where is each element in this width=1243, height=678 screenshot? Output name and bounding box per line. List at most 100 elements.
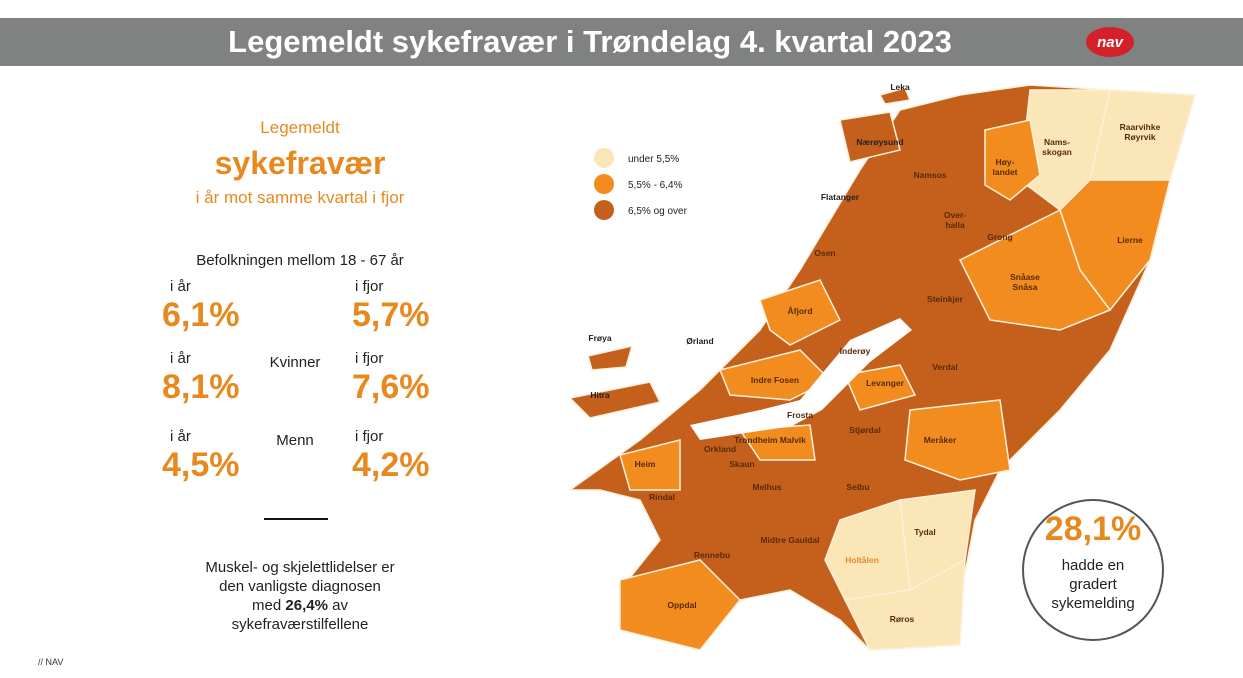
callout-circle (1022, 499, 1164, 641)
map-label: Åfjord (787, 306, 812, 316)
note-bold: 26,4% (285, 597, 328, 614)
region (759, 279, 842, 346)
this-year-label: i år (170, 350, 191, 367)
map-label: Rennebu (694, 550, 730, 560)
summary-heading: sykefravær (214, 145, 386, 181)
this-year: 4,5% (162, 446, 240, 484)
map-label: Røyrvik (1124, 132, 1155, 142)
map-label: Meråker (924, 435, 957, 445)
map-label: skogan (1042, 147, 1072, 157)
region (843, 558, 966, 651)
population-label: Befolkningen mellom 18 - 67 år (196, 252, 404, 269)
legend-label: 5,5% - 6,4% (628, 180, 683, 191)
logo-text: nav (1097, 34, 1125, 51)
last-year: 5,7% (352, 296, 430, 334)
logo: nav (1086, 27, 1134, 57)
map-label: Tydal (914, 527, 936, 537)
map-label: Raarvihke (1120, 122, 1161, 132)
this-year: 8,1% (162, 368, 240, 406)
this-year-label: i år (170, 428, 191, 445)
map-label: Verdal (932, 362, 958, 372)
banner (0, 18, 1243, 66)
legend-label: under 5,5% (628, 154, 679, 165)
legend-label: 6,5% og over (628, 206, 688, 217)
region (568, 381, 662, 419)
region (984, 119, 1041, 201)
map-label: Leka (890, 82, 910, 92)
map-label: Melhus (752, 482, 782, 492)
map-label: Nærøysund (856, 137, 903, 147)
region (587, 344, 634, 371)
map-label: Trondheim Malvik (734, 435, 806, 445)
map-label: Steinkjer (927, 294, 964, 304)
map-label: halla (945, 220, 965, 230)
region (878, 87, 912, 105)
map-label: Skaun (729, 459, 755, 469)
map-label: Namsos (913, 170, 946, 180)
last-year-label: i fjor (355, 428, 384, 445)
last-year: 7,6% (352, 368, 430, 406)
region (843, 364, 917, 411)
summary-line: Legemeldt (260, 118, 340, 137)
map-label: Osen (814, 248, 835, 258)
divider (264, 518, 328, 520)
map-label: Indre Fosen (751, 375, 799, 385)
note-text: av (332, 597, 348, 614)
footer: // NAV (38, 657, 64, 667)
map-label: Snåsa (1012, 282, 1037, 292)
map-label: Oppdal (667, 600, 696, 610)
map-label: Inderøy (840, 346, 871, 356)
region (619, 559, 742, 651)
map-label: Holtålen (845, 555, 879, 565)
map-label: Midtre Gauldal (760, 535, 819, 545)
map-label: Frosta (787, 410, 813, 420)
name: Menn (276, 432, 314, 449)
map-label: Levanger (866, 378, 904, 388)
map-label: Orkland (704, 444, 736, 454)
legend-swatch (594, 174, 614, 194)
logo-shape (1086, 27, 1134, 57)
note-line: Muskel- og skjelettlidelser er (205, 559, 395, 576)
map-label: Grong (987, 232, 1013, 242)
name: Kvinner (269, 354, 321, 371)
callout-line: gradert (1069, 576, 1117, 593)
region (958, 208, 1112, 331)
note-line: den vanligste diagnosen (219, 578, 381, 595)
regions (567, 84, 1196, 651)
callout-line: hadde en (1062, 557, 1125, 574)
summary-line: i år mot samme kvartal i fjor (195, 188, 405, 207)
last-year-label: i fjor (355, 350, 384, 367)
fjord (690, 318, 912, 440)
region (904, 399, 1011, 481)
note-text: med (252, 597, 282, 614)
map-label: Høy- (996, 157, 1015, 167)
note-line: sykefraværstilfellene (231, 616, 369, 633)
map-label: Nams- (1044, 137, 1070, 147)
map-label: Røros (890, 614, 915, 624)
legend-swatch (594, 148, 614, 168)
map-label: Rindal (649, 492, 675, 502)
this-year: 6,1% (162, 296, 240, 334)
note: Muskel- og skjelettlidelser er den vanli… (150, 558, 450, 634)
region (619, 439, 681, 491)
map-label: Snåase (1010, 272, 1040, 282)
region (839, 111, 901, 163)
map-label: Heim (635, 459, 656, 469)
callout-line: sykemelding (1051, 595, 1134, 612)
map-label: Frøya (588, 333, 611, 343)
last-year: 4,2% (352, 446, 430, 484)
map-label: Selbu (846, 482, 869, 492)
map-label: Stjørdal (849, 425, 881, 435)
map-label: Over- (944, 210, 966, 220)
last-year-label: i fjor (355, 278, 384, 295)
map-label: Lierne (1117, 235, 1143, 245)
map-label: Hitra (590, 390, 610, 400)
map-label: Flatanger (821, 192, 860, 202)
callout-value: 28,1% (1045, 510, 1141, 548)
map-label: Ørland (686, 336, 713, 346)
legend-swatch (594, 200, 614, 220)
title: Legemeldt sykefravær i Trøndelag 4. kvar… (228, 24, 952, 59)
map-label: landet (992, 167, 1017, 177)
